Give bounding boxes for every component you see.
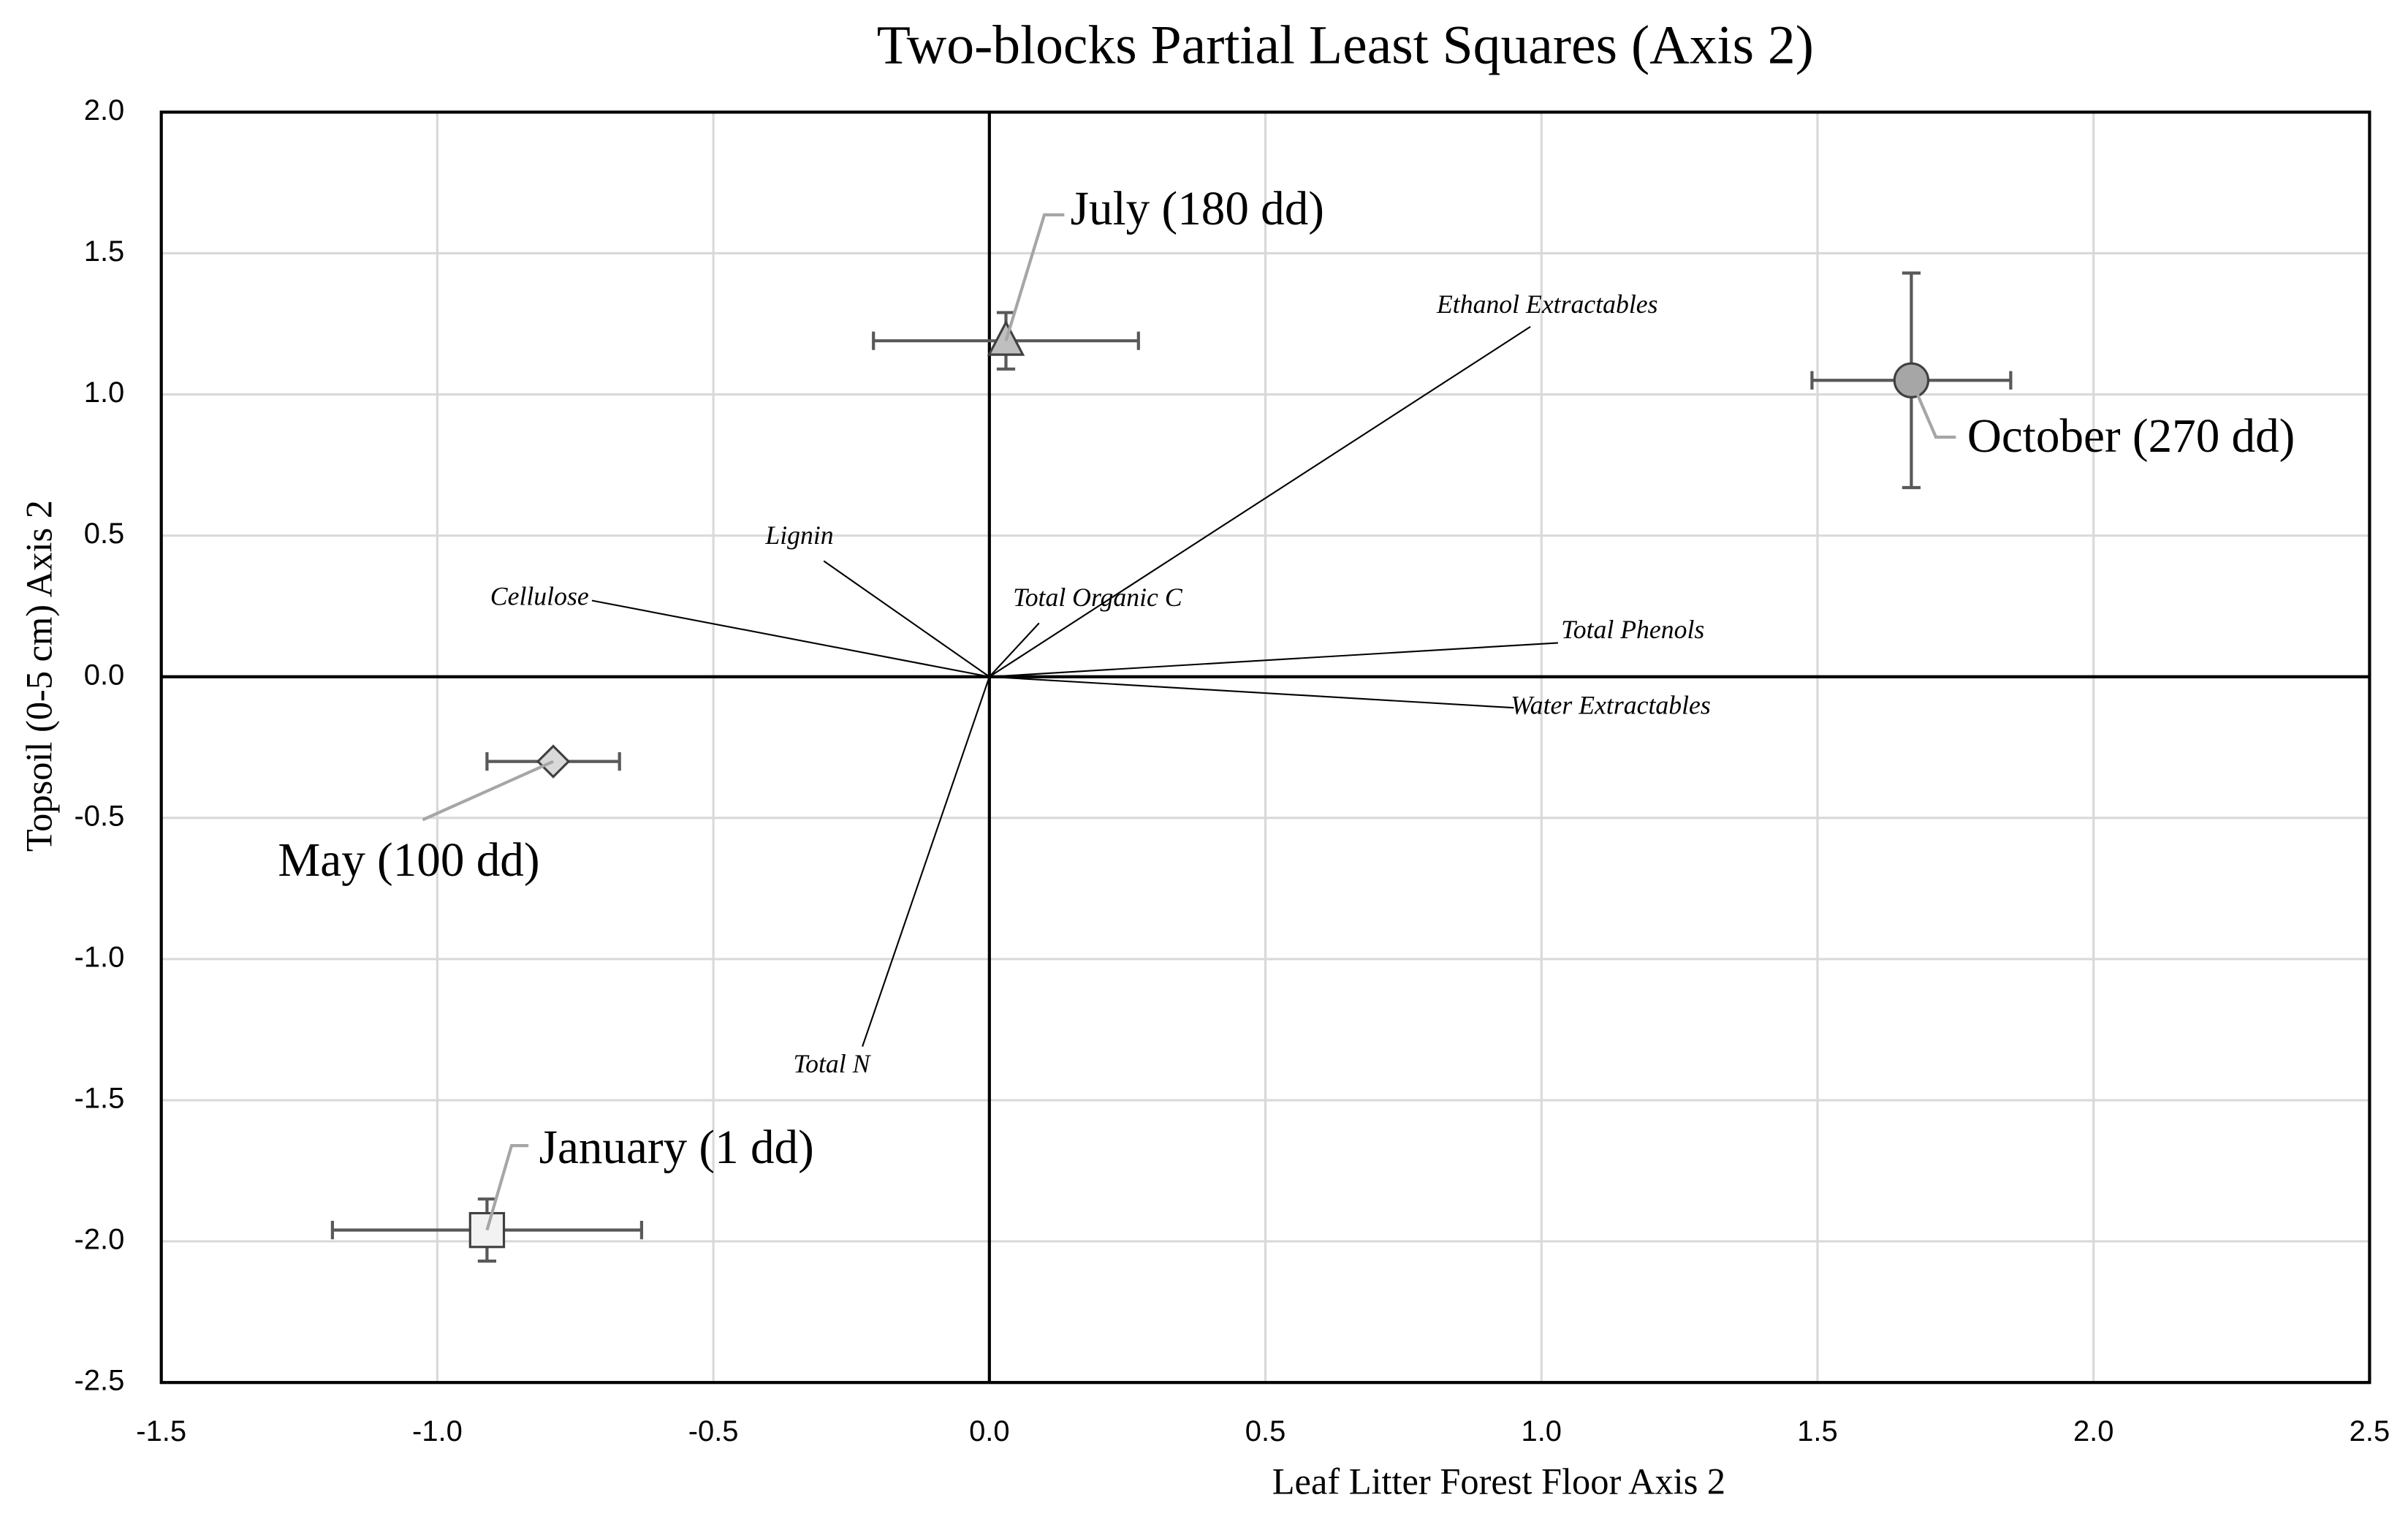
- point-label: July (180 dd): [1071, 183, 1324, 235]
- x-tick-label: -1.5: [136, 1415, 186, 1447]
- y-tick-label: -2.5: [74, 1365, 124, 1397]
- x-tick-label: -0.5: [688, 1415, 739, 1447]
- x-tick-label: 1.5: [1797, 1415, 1837, 1447]
- y-tick-label: -1.5: [74, 1083, 124, 1115]
- y-tick-label: 1.5: [84, 235, 124, 268]
- point-label: May (100 dd): [278, 834, 539, 887]
- point-label: October (270 dd): [1967, 410, 2295, 463]
- y-tick-label: -2.0: [74, 1224, 124, 1256]
- point-label: January (1 dd): [539, 1121, 814, 1174]
- y-tick-label: 0.0: [84, 659, 124, 691]
- leader-line: [1910, 379, 1956, 439]
- vector-label: Lignin: [764, 520, 833, 550]
- loading-vector: [989, 326, 1531, 678]
- vector-label: Total N: [794, 1049, 872, 1078]
- loading-vector: [823, 560, 990, 678]
- leader-line: [422, 760, 554, 822]
- y-tick-label: 2.0: [84, 94, 124, 126]
- loading-vector: [989, 642, 1558, 678]
- loading-vector: [989, 675, 1514, 709]
- loading-vector: [989, 622, 1040, 678]
- x-axis-label: Leaf Litter Forest Floor Axis 2: [1272, 1461, 1725, 1502]
- x-tick-label: 2.0: [2073, 1415, 2113, 1447]
- point: [1893, 362, 1930, 398]
- vector-label: Total Phenols: [1561, 615, 1704, 644]
- x-tick-label: 2.5: [2350, 1415, 2390, 1447]
- chart-title: Two-blocks Partial Least Squares (Axis 2…: [877, 15, 1814, 76]
- x-tick-label: 0.0: [969, 1415, 1009, 1447]
- y-tick-label: 0.5: [84, 518, 124, 550]
- leader-line: [485, 1143, 529, 1231]
- loading-vector: [862, 676, 990, 1047]
- loading-vector: [591, 599, 990, 678]
- point: [536, 744, 571, 779]
- plot-frame: [159, 110, 2371, 1385]
- x-tick-label: -1.0: [412, 1415, 463, 1447]
- x-tick-label: 1.0: [1522, 1415, 1562, 1447]
- vector-label: Cellulose: [490, 582, 589, 611]
- vector-label: Total Organic C: [1013, 583, 1183, 612]
- vector-label: Ethanol Extractables: [1436, 289, 1658, 319]
- x-tick-label: 0.5: [1245, 1415, 1285, 1447]
- leader-line: [1004, 213, 1065, 341]
- y-tick-label: -0.5: [74, 800, 124, 832]
- vector-label: Water Extractables: [1511, 690, 1710, 719]
- y-tick-label: 1.0: [84, 376, 124, 409]
- y-axis-label: Topsoil (0-5 cm) Axis 2: [18, 500, 59, 852]
- point: [468, 1211, 506, 1249]
- y-tick-label: -1.0: [74, 941, 124, 973]
